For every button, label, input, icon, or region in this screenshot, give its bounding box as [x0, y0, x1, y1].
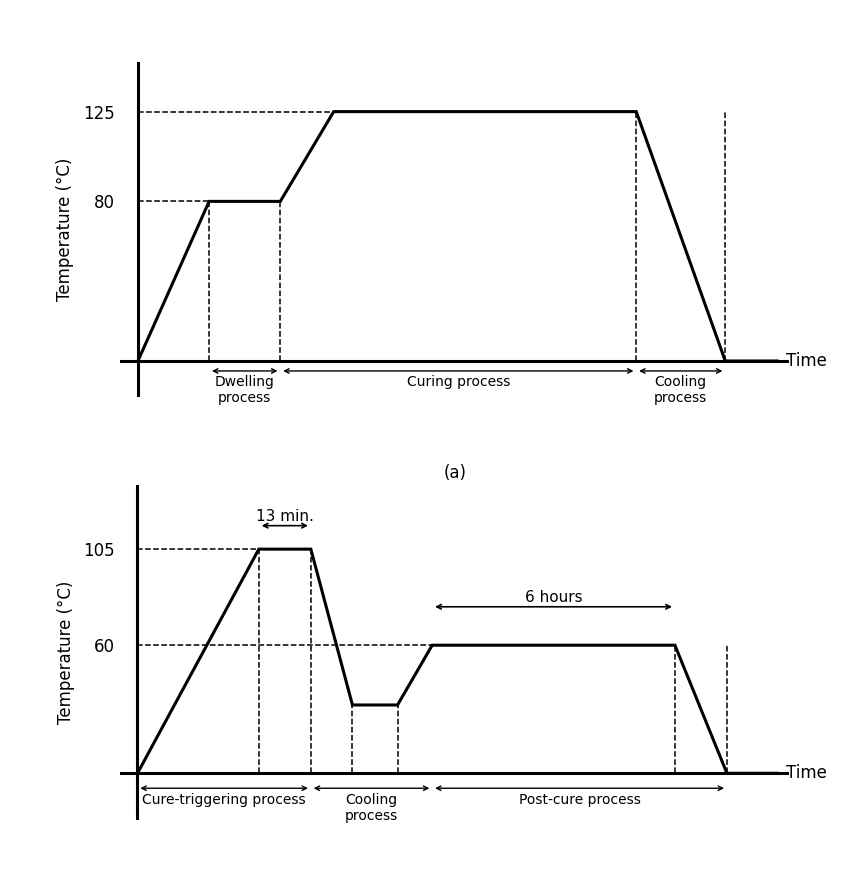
Text: 6 hours: 6 hours: [525, 590, 583, 605]
Text: Dwelling
process: Dwelling process: [214, 375, 275, 405]
Text: Curing process: Curing process: [407, 375, 510, 389]
Text: Time: Time: [786, 765, 827, 782]
Text: Cure-triggering process: Cure-triggering process: [142, 793, 306, 806]
Text: Cooling
process: Cooling process: [345, 793, 398, 823]
Text: Post-cure process: Post-cure process: [518, 793, 641, 806]
Y-axis label: Temperature (°C): Temperature (°C): [57, 158, 75, 301]
Text: (a): (a): [444, 464, 466, 482]
Text: Time: Time: [786, 352, 826, 370]
Y-axis label: Temperature (°C): Temperature (°C): [57, 581, 75, 724]
Text: Cooling
process: Cooling process: [654, 375, 707, 405]
Text: 13 min.: 13 min.: [256, 509, 314, 524]
